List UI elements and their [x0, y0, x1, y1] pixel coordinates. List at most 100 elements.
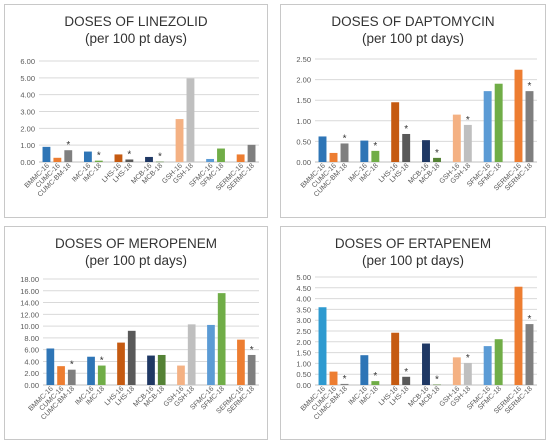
y-tick-label: 10.00: [20, 322, 39, 331]
significance-star: *: [373, 141, 377, 152]
y-tick-label: 1.50: [296, 349, 311, 358]
bar: [433, 157, 441, 162]
bar: [97, 365, 106, 385]
bar: [186, 78, 195, 162]
y-tick-label: 8.00: [24, 334, 39, 343]
chart-subtitle: (per 100 pt days): [361, 31, 465, 46]
y-tick-label: 0.50: [296, 137, 311, 146]
significance-star: *: [404, 124, 408, 135]
y-tick-label: 2.50: [296, 55, 311, 64]
bar: [463, 124, 472, 162]
y-tick-label: 0.50: [296, 370, 311, 379]
bar: [402, 133, 411, 162]
bar: [318, 307, 327, 385]
bar: [187, 324, 196, 385]
bar: [177, 365, 185, 385]
bar: [360, 355, 369, 385]
bar: [157, 354, 166, 385]
bar: [46, 348, 55, 385]
chart-title: DOSES OF ERTAPENEM: [334, 236, 492, 251]
bar: [371, 150, 380, 162]
bar: [329, 152, 338, 162]
bar: [145, 156, 153, 162]
bar: [117, 342, 125, 385]
bar: [64, 150, 73, 162]
y-tick-label: 2.50: [296, 327, 311, 336]
bar: [494, 339, 503, 385]
y-tick-label: 1.00: [20, 141, 35, 150]
y-tick-label: 18.00: [20, 275, 39, 284]
bar: [217, 148, 225, 162]
bar: [236, 154, 245, 162]
significance-star: *: [528, 314, 532, 325]
bar: [42, 146, 51, 162]
bar: [340, 383, 349, 385]
y-tick-label: 12.00: [20, 310, 39, 319]
bar: [67, 369, 76, 385]
bar: [247, 144, 256, 162]
bar: [452, 114, 461, 162]
bar: [514, 286, 523, 385]
bar: [155, 161, 164, 163]
significance-star: *: [466, 353, 470, 364]
significance-star: *: [158, 152, 162, 163]
bar: [422, 140, 430, 162]
significance-star: *: [343, 374, 347, 385]
bar: [391, 102, 400, 162]
linezolid-chart-panel: DOSES OF LINEZOLID (per 100 pt days) 0.0…: [4, 4, 268, 218]
bar: [525, 324, 534, 385]
significance-star: *: [435, 375, 439, 386]
bar: [217, 293, 226, 385]
y-tick-label: 0.00: [296, 158, 311, 167]
significance-star: *: [250, 345, 254, 356]
bar: [329, 371, 338, 385]
bar: [53, 157, 62, 162]
linezolid-chart-plot: 0.001.002.003.004.005.006.00BMMC-16CUMC-…: [20, 57, 259, 198]
bar: [147, 355, 155, 385]
ertapenem-chart-plot: 0.00 0.50 1.001.50 2.00 2.50 3.00 3.504.00 4.50…: [296, 273, 537, 421]
y-tick-label: 6.00: [20, 57, 35, 66]
y-tick-label: 5.00: [296, 273, 311, 282]
bar: [87, 356, 95, 385]
chart-subtitle: (per 100 pt days): [361, 253, 465, 268]
y-tick-label: 2.00: [20, 124, 35, 133]
daptomycin-chart-panel: DOSES OF DAPTOMYCIN (per 100 pt days) 0.…: [280, 4, 546, 218]
y-tick-label: 14.00: [20, 299, 39, 308]
bar: [463, 362, 472, 385]
y-tick-label: 0.00: [24, 381, 39, 390]
y-tick-label: 4.00: [24, 357, 39, 366]
significance-star: *: [404, 367, 408, 378]
daptomycin-chart-plot: 0.000.501.001.502.002.50BMMC-16CUMC-16*C…: [296, 55, 537, 198]
y-tick-label: 2.00: [24, 369, 39, 378]
bar: [391, 332, 400, 385]
bar: [422, 343, 430, 385]
bar: [207, 324, 215, 385]
significance-star: *: [435, 148, 439, 159]
bar: [318, 136, 327, 162]
meropenem-chart-panel: DOSES OF MEROPENEM (per 100 pt days) 0.0…: [4, 226, 268, 440]
chart-title: DOSES OF DAPTOMYCIN: [331, 14, 495, 29]
ertapenem-chart-panel: DOSES OF ERTAPENEM (per 100 pt days) 0.0…: [280, 226, 546, 440]
significance-star: *: [127, 149, 131, 160]
chart-title: DOSES OF MEROPENEM: [54, 236, 218, 251]
y-tick-label: 2.00: [296, 76, 311, 85]
y-tick-label: 4.00: [296, 295, 311, 304]
bar: [340, 143, 349, 162]
y-tick-label: 3.50: [296, 305, 311, 314]
y-tick-label: 1.00: [296, 359, 311, 368]
y-tick-label: 4.00: [20, 91, 35, 100]
chart-subtitle: (per 100 pt days): [84, 31, 188, 46]
significance-star: *: [70, 360, 74, 371]
y-tick-label: 3.00: [296, 316, 311, 325]
y-tick-label: 4.50: [296, 284, 311, 293]
significance-star: *: [97, 151, 101, 162]
bar: [114, 154, 123, 162]
significance-star: *: [66, 140, 70, 151]
bar: [452, 357, 461, 385]
bar: [206, 158, 215, 162]
bar: [94, 160, 103, 162]
y-tick-label: 1.00: [296, 117, 311, 126]
y-tick-label: 1.50: [296, 96, 311, 105]
bar: [494, 83, 503, 162]
chart-title: DOSES OF LINEZOLID: [64, 14, 208, 29]
